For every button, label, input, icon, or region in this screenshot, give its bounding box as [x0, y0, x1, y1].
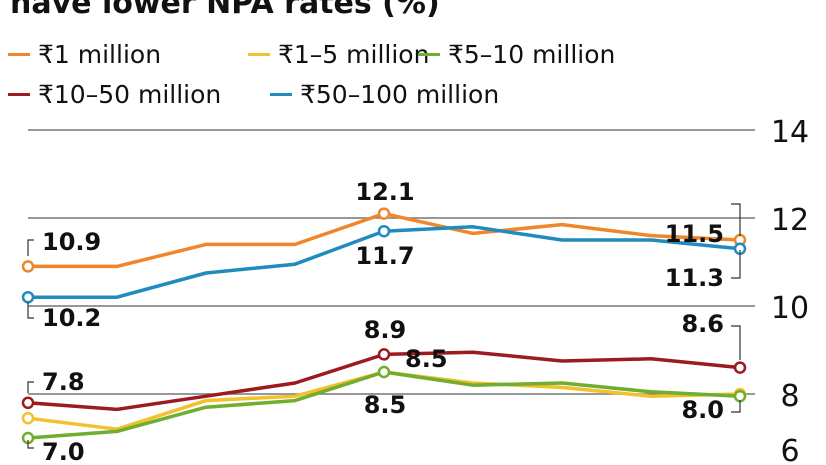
y-tick-label: 10: [771, 291, 809, 326]
legend-swatch: [248, 53, 270, 56]
legend-item-1-5m: ₹1–5 million: [248, 40, 429, 69]
data-label: 12.1: [355, 178, 414, 206]
data-point: [377, 224, 391, 238]
data-label: 7.8: [42, 368, 85, 396]
data-point: [21, 260, 35, 273]
data-label: 11.3: [665, 264, 724, 292]
legend-swatch: [8, 93, 30, 96]
y-tick-label: 6: [780, 434, 799, 465]
label-leader: [27, 440, 34, 449]
data-point: [21, 290, 35, 304]
data-label: 10.9: [42, 228, 101, 256]
legend-swatch: [270, 93, 292, 96]
legend-item-50-100m: ₹50–100 million: [270, 80, 499, 109]
label-leader: [731, 400, 741, 413]
y-tick-label: 8: [780, 379, 799, 414]
data-label: 8.5: [405, 345, 448, 373]
data-label: 11.5: [665, 220, 724, 248]
chart-title: have lower NPA rates (%): [10, 0, 440, 21]
label-leader: [27, 302, 34, 319]
data-label: 11.7: [355, 242, 414, 270]
y-tick-label: 14: [771, 115, 809, 150]
data-point: [377, 348, 391, 361]
data-point: [377, 207, 391, 220]
data-label: 8.5: [364, 391, 407, 419]
data-label: 7.0: [42, 438, 85, 465]
data-point: [21, 396, 35, 410]
label-leader: [27, 239, 34, 256]
label-leader: [731, 250, 741, 279]
data-label: 10.2: [42, 304, 101, 332]
legend-item-1m: ₹1 million: [8, 40, 161, 69]
legend-label: ₹1–5 million: [278, 40, 430, 69]
label-leader: [27, 381, 34, 393]
legend-item-10-50m: ₹10–50 million: [8, 80, 221, 109]
data-label: 8.9: [364, 316, 407, 344]
legend-swatch: [418, 53, 440, 56]
data-label: 8.6: [681, 310, 724, 338]
data-point: [733, 361, 747, 374]
data-point: [21, 411, 35, 425]
label-leader: [731, 203, 741, 236]
data-label: 8.0: [681, 396, 724, 424]
legend-label: ₹1 million: [38, 40, 162, 69]
legend-label: ₹5–10 million: [448, 40, 616, 69]
data-point: [377, 365, 391, 379]
data-point: [733, 389, 747, 403]
legend-label: ₹50–100 million: [300, 80, 500, 109]
legend-item-5-10m: ₹5–10 million: [418, 40, 615, 69]
y-tick-label: 12: [771, 203, 809, 238]
legend-swatch: [8, 53, 30, 56]
label-leader: [731, 325, 741, 360]
legend-label: ₹10–50 million: [38, 80, 222, 109]
